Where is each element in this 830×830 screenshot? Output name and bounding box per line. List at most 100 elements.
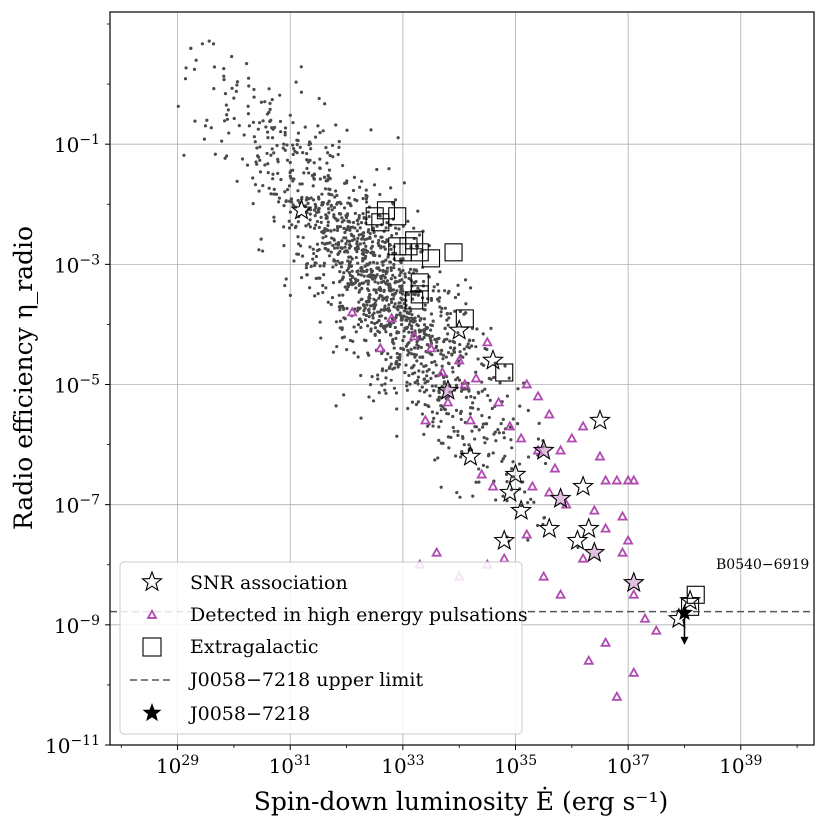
population-point — [474, 370, 478, 374]
population-point — [424, 333, 429, 337]
population-point — [456, 331, 460, 335]
extragalactic-point — [495, 363, 514, 382]
population-point — [398, 352, 402, 357]
population-point — [344, 242, 348, 246]
population-point — [381, 269, 385, 273]
population-point — [364, 313, 369, 318]
population-point — [452, 348, 456, 352]
population-point — [275, 143, 279, 148]
population-point — [316, 291, 320, 296]
population-point — [264, 125, 268, 129]
population-point — [399, 270, 403, 274]
population-point — [309, 264, 313, 269]
population-point — [351, 220, 356, 225]
population-point — [225, 154, 229, 158]
population-point — [291, 120, 295, 125]
population-point — [279, 177, 283, 182]
population-point — [318, 276, 322, 280]
population-point — [502, 431, 506, 435]
snr-point — [290, 198, 313, 220]
population-point — [451, 414, 455, 419]
population-point — [192, 67, 197, 71]
population-point — [354, 286, 358, 290]
population-point — [476, 390, 480, 394]
population-point — [483, 346, 487, 351]
population-point — [417, 369, 421, 373]
population-point — [295, 143, 299, 147]
population-point — [393, 302, 397, 306]
population-point — [194, 58, 198, 62]
legend-label-target: J0058−7218 — [188, 703, 310, 725]
population-point — [184, 66, 188, 70]
population-point — [377, 318, 381, 323]
population-point — [482, 435, 486, 440]
population-point — [388, 260, 392, 264]
population-point — [268, 107, 272, 111]
population-point — [394, 391, 399, 395]
population-point — [343, 249, 347, 253]
population-point — [383, 247, 387, 251]
population-point — [253, 183, 258, 187]
population-point — [342, 218, 346, 223]
high-energy-point — [611, 690, 623, 701]
population-point — [433, 337, 437, 342]
population-point — [384, 330, 388, 334]
population-point — [373, 234, 377, 238]
population-point — [193, 119, 197, 123]
population-point — [341, 307, 346, 312]
population-point — [427, 404, 431, 409]
population-point — [384, 226, 388, 230]
population-point — [313, 214, 317, 218]
population-point — [329, 250, 333, 254]
population-point — [335, 193, 339, 198]
high-energy-point — [408, 330, 420, 341]
population-point — [346, 283, 351, 287]
population-point — [511, 475, 516, 479]
population-point — [312, 263, 317, 268]
population-point — [405, 380, 409, 384]
population-point — [355, 247, 359, 251]
population-point — [222, 119, 227, 123]
population-point — [395, 331, 399, 335]
high-energy-point — [425, 342, 437, 353]
population-point — [383, 388, 387, 392]
population-point — [256, 154, 260, 158]
population-point — [350, 269, 354, 273]
population-point — [272, 215, 276, 219]
population-point — [371, 227, 375, 231]
population-point — [359, 325, 363, 330]
population-point — [223, 156, 227, 160]
population-point — [471, 401, 475, 405]
population-point — [361, 196, 365, 201]
population-point — [369, 128, 373, 132]
population-point — [392, 305, 396, 309]
population-point — [352, 351, 356, 355]
population-point — [271, 177, 275, 181]
high-energy-point — [431, 546, 443, 557]
population-point — [253, 140, 257, 144]
high-energy-point — [616, 510, 629, 521]
population-point — [395, 434, 399, 438]
population-point — [292, 259, 296, 263]
population-point — [379, 276, 383, 280]
population-point — [362, 257, 367, 261]
population-point — [447, 446, 451, 450]
population-point — [429, 328, 433, 332]
population-point — [437, 299, 441, 303]
population-point — [335, 344, 339, 349]
population-point — [389, 333, 393, 337]
population-point — [433, 359, 437, 364]
population-point — [437, 425, 441, 429]
population-point — [269, 192, 273, 196]
population-point — [378, 214, 382, 218]
population-point — [437, 289, 441, 293]
population-point — [453, 309, 457, 313]
population-point — [315, 219, 320, 224]
population-point — [386, 352, 390, 356]
population-point — [311, 257, 315, 261]
population-point — [230, 54, 234, 59]
population-point — [470, 429, 474, 433]
population-point — [331, 281, 336, 285]
population-point — [356, 261, 360, 265]
population-point — [288, 293, 293, 298]
